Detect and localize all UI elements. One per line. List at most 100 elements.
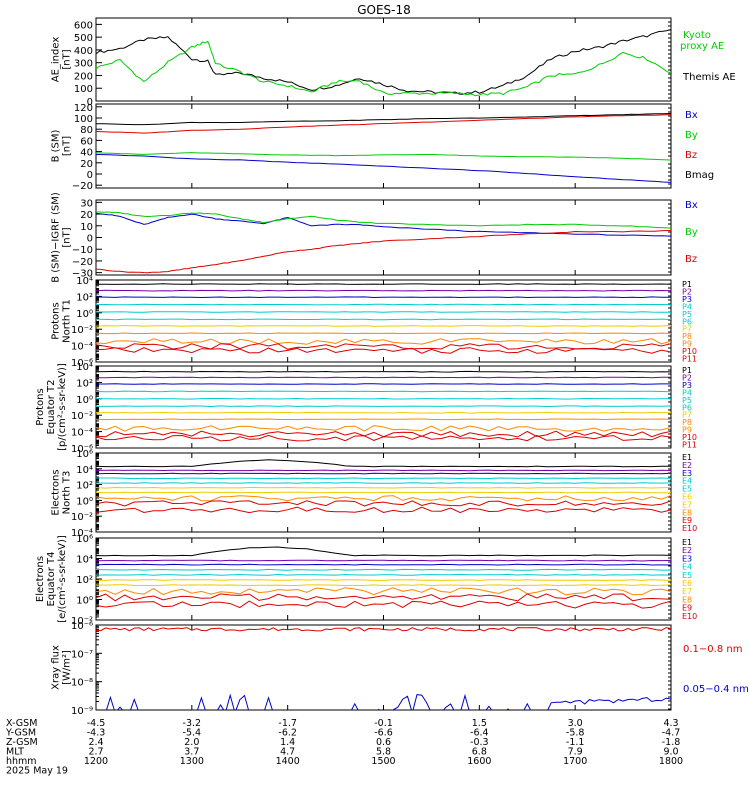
xaxis-value: -6.6 [374,728,393,739]
channel-line-e2 [96,469,671,472]
panel-protons_t1: 10⁴ 10² 10⁰ 10⁻² 10⁻⁴ 10⁻⁶ Protons North T1 P1P2… [51,276,698,369]
plot-area [96,370,671,442]
legend-p11: P11 [682,355,697,364]
xaxis-value: -4.7 [662,728,681,739]
legend-e9: E9 [682,604,692,613]
legend-p9: P9 [682,426,692,435]
legend-p10: P10 [682,347,697,356]
legend-themis: Themis AE [682,72,736,83]
panel-protons_t2: 10⁴ 10² 10⁰ 10⁻² 10⁻⁴ 10⁻⁶ Protons Equator T2 [p… [35,362,697,455]
y-tick-label: 10⁻⁴ [71,528,93,539]
legend-bmag: Bmag [685,170,714,181]
legend-p2: P2 [682,373,692,382]
channel-line-e2 [96,559,671,562]
y-tick-label: 0 [87,234,93,245]
y-tick-label: 120 [74,103,93,114]
y-tick-label: 10⁻⁶ [71,358,93,369]
plot-area [96,459,671,514]
y-tick-label: 100 [74,84,93,95]
channel-line-p4 [96,390,671,393]
y-tick-label: −30 [72,269,93,280]
channel-line-p7 [96,411,671,414]
channel-line-e10 [96,600,671,609]
channel-line-p6 [96,405,671,408]
channel-line-e8 [96,587,671,596]
y-tick-label: 10² [76,481,93,492]
legend-bz: Bz [685,150,697,161]
channel-line-e7 [96,491,671,494]
y-tick-label: 10⁰ [76,309,93,320]
y-tick-label: 10 [80,222,93,233]
y-tick-label: 60 [80,136,93,147]
xaxis-value: -4.5 [87,718,106,729]
channel-line-e9 [96,500,671,507]
channel-line-p1 [96,370,671,373]
channel-line-e4 [96,477,671,480]
xaxis-value: 1800 [659,756,683,767]
legend-e10: E10 [682,524,697,533]
y-tick-label: 200 [74,71,93,82]
channel-line-e4 [96,568,671,571]
y-tick-label: 10⁴ [76,276,93,287]
legend-p4: P4 [682,388,692,397]
xaxis-value: -1.1 [566,737,585,748]
xaxis-row-label-x-gsm: X-GSM [6,718,37,729]
y-tick-label: 0 [87,170,93,181]
channel-line-e1 [96,546,671,557]
xaxis-value: -0.1 [374,718,393,729]
legend-e5: E5 [682,571,692,580]
y-tick-label: 10⁻⁴ [71,342,93,353]
y-axis-label: [nT] [62,136,73,156]
legend-e7: E7 [682,500,692,509]
legend-e10: E10 [682,612,697,621]
xaxis-value: -4.3 [87,728,106,739]
legend-p3: P3 [682,381,692,390]
y-axis-label: [W/m²] [62,650,73,685]
y-tick-label: 10⁻⁴ [71,428,93,439]
channel-line-p4 [96,303,671,306]
channel-line-p7 [96,325,671,327]
channel-line-p2 [96,289,671,292]
xaxis-value: 1700 [563,756,587,767]
legend-xray-long: 0.1−0.8 nm [683,644,742,655]
y-tick-label: 10⁶ [76,449,93,460]
y-tick-label: 10² [76,378,93,389]
xaxis-value: 3.0 [568,718,583,729]
y-tick-label: 500 [74,33,93,44]
legend-p8: P8 [682,332,692,341]
y-axis-label: Xray flux [51,645,62,690]
series-line-by [96,211,671,229]
channel-line-p9 [96,338,671,345]
xaxis-value: -1.7 [278,718,297,729]
panel-frame [95,199,672,276]
y-tick-label: 100 [74,114,93,125]
xaxis-value: 1.5 [472,718,487,729]
y-tick-label: 10⁻⁷ [71,649,93,660]
channel-line-p3 [96,296,671,299]
plot-area [96,627,671,710]
series-line-bx [96,154,671,183]
legend-by: By [685,130,698,141]
y-tick-label: 10⁻² [71,325,93,336]
panel-xray: 10⁻⁶ 10⁻⁷ 10⁻⁸ 10⁻⁹ Xray flux [W/m²] 0.1−0.8 n… [51,621,749,717]
series-line-bx [96,212,671,237]
y-axis-label: [e/(cm²-s-sr-keV)] [57,535,68,623]
channel-line-p9 [96,425,671,432]
y-tick-label: 400 [74,46,93,57]
channel-line-p3 [96,383,671,385]
y-tick-label: 20 [80,210,93,221]
y-axis-label: B (SM)−IGRF (SM) [51,192,62,283]
plot-area [96,29,671,97]
channel-line-e5 [96,573,671,576]
legend-p1: P1 [682,366,692,375]
panel-frame [95,17,672,102]
y-tick-label: 10² [76,292,93,303]
legend-bx: Bx [685,110,698,121]
y-tick-label: 10⁻⁶ [71,444,93,455]
channel-line-p10 [96,430,671,438]
y-tick-label: 20 [80,159,93,170]
legend-p1: P1 [682,280,692,289]
y-tick-label: 10⁴ [76,362,93,373]
x-axis-table: X-GSM -4.5 -3.2 -1.7 -0.1 1.5 3.0 4.3 Y-GSM -4.3 -… [5,718,683,777]
